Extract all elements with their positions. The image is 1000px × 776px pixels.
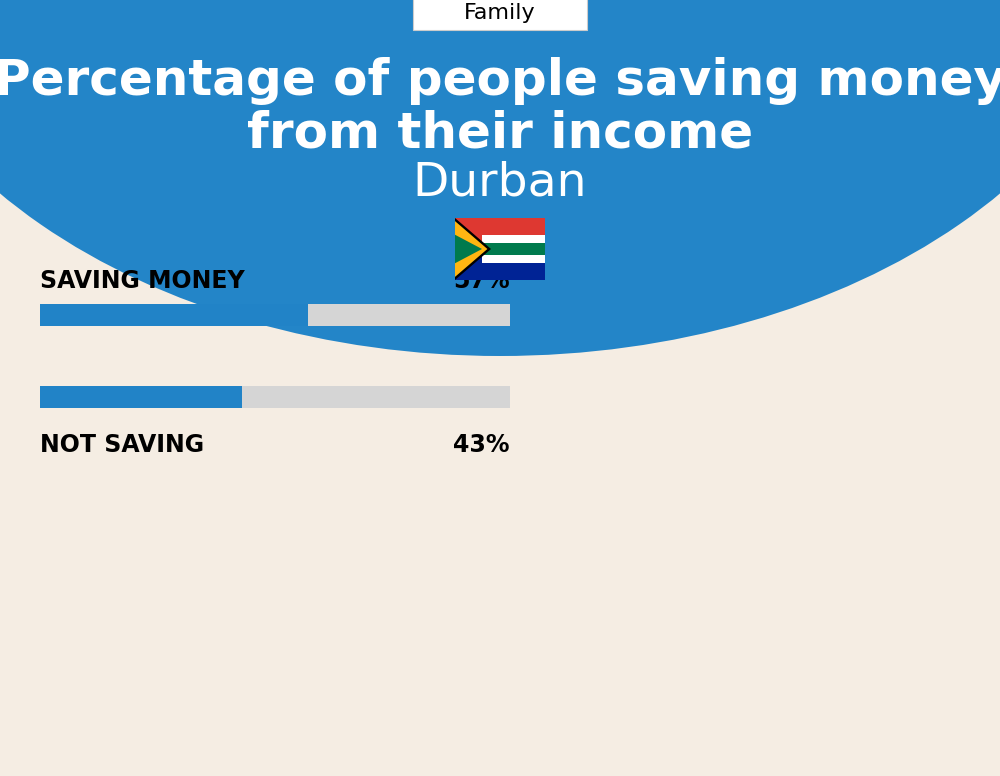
Text: NOT SAVING: NOT SAVING	[40, 433, 204, 457]
Ellipse shape	[0, 0, 1000, 356]
Bar	[40, 386, 510, 408]
Text: 43%: 43%	[454, 433, 510, 457]
Polygon shape	[455, 234, 482, 263]
Text: SAVING MONEY: SAVING MONEY	[40, 269, 245, 293]
Bar	[482, 234, 545, 243]
Text: Percentage of people saving money: Percentage of people saving money	[0, 57, 1000, 105]
Bar	[40, 304, 510, 326]
Bar	[482, 243, 545, 255]
Bar	[40, 386, 242, 408]
Text: 57%: 57%	[453, 269, 510, 293]
Bar	[40, 304, 308, 326]
FancyBboxPatch shape	[413, 0, 587, 30]
Polygon shape	[455, 218, 491, 280]
Text: Family: Family	[464, 3, 536, 23]
Bar	[455, 218, 545, 249]
Polygon shape	[455, 221, 487, 277]
Bar	[455, 249, 545, 280]
Text: from their income: from their income	[247, 109, 753, 157]
Bar	[482, 255, 545, 263]
Text: Durban: Durban	[413, 161, 587, 206]
